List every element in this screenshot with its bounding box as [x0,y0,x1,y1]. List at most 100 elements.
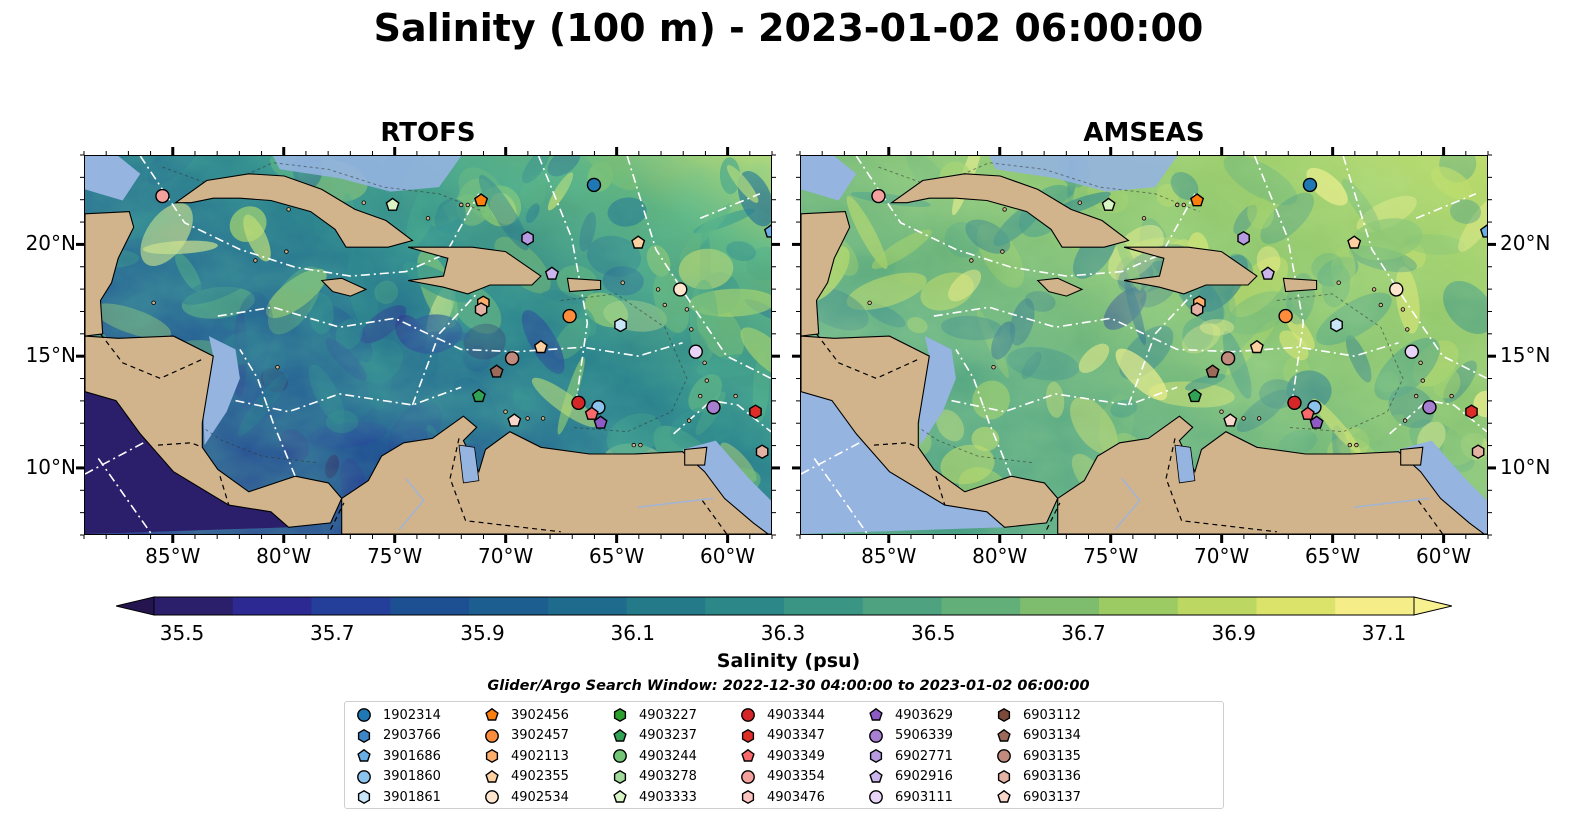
river [1114,477,1141,531]
colorbar-tick-label: 36.9 [1211,621,1257,645]
colorbar-tick-label: 36.5 [910,621,956,645]
legend-item: 6903112 [995,705,1081,725]
island [1420,378,1425,383]
island [689,327,694,332]
legend-label: 4903333 [639,789,697,805]
lon-tick-label: 75°W [1083,544,1139,568]
legend-item: 6903136 [995,767,1081,787]
landmass-central-america [801,335,1059,528]
island [1405,327,1410,332]
legend-item: 4903333 [611,787,697,807]
float-marker-4902534 [1389,282,1404,297]
legend-label: 5906339 [895,728,953,744]
float-marker-5906339 [706,400,721,415]
legend-label: 6902916 [895,769,953,785]
legend-marker-hexagon-icon [485,749,499,764]
legend-label: 6903111 [895,789,953,805]
float-marker-4902355 [1249,339,1264,354]
pacific-region [85,391,289,534]
legend-label: 4902113 [511,748,569,764]
float-marker-6903111 [688,344,703,359]
legend-marker-hexagon-icon [997,769,1011,784]
map-panel-amseas [800,155,1488,535]
island [1175,202,1180,208]
legend-item: 5906339 [867,726,953,746]
colorbar-tick-label: 35.9 [460,621,505,645]
legend-item: 4902113 [483,746,569,766]
island [425,216,431,221]
legend-marker-hexagon-icon [869,749,883,764]
float-marker-3902456 [1190,193,1205,207]
legend-marker-shape [357,708,371,722]
legend-marker-pentagon-icon [613,790,627,804]
colorbar-segment [232,597,312,615]
island [503,409,508,414]
legend-marker-pentagon-icon [485,769,499,783]
island [1336,280,1341,285]
colorbar-segment [154,597,234,615]
legend-marker-shape [741,790,755,805]
landmass-jamaica [1036,277,1084,297]
eez-boundary-line [1127,293,1194,406]
eez-boundary-line [97,457,153,534]
island [1371,287,1377,292]
float-marker-6903111 [1404,344,1419,359]
eez-boundary-line [1342,156,1487,380]
legend-marker-shape [485,749,499,764]
island [465,202,470,208]
legend-label: 3901861 [383,789,441,805]
eez-boundary-line [699,193,761,220]
country-border [330,502,345,530]
legend-marker-shape [485,790,499,805]
legend-item: 6902771 [867,746,953,766]
legend-marker-circle-icon [741,708,755,722]
float-marker-3902457 [562,308,577,324]
legend-marker-shape [997,728,1011,742]
float-marker-4903347 [1465,404,1478,420]
float-marker-4903629 [593,415,608,429]
lon-tick-label: 60°W [1415,544,1472,568]
legend-marker-shape [869,728,883,743]
island [525,416,530,421]
search-window-text: Glider/Argo Search Window: 2022-12-30 04… [487,678,1090,694]
colorbar-extend-high [1413,596,1452,616]
float-marker-4903354 [871,188,886,204]
legend-label: 4903237 [639,728,697,744]
bathymetry-contour [162,162,484,213]
legend-label: 3902457 [511,728,569,744]
eez-boundary-line [933,306,1399,357]
eez-boundary-line [1415,193,1477,220]
colorbar-segment [862,597,942,615]
colorbar-segment [390,597,470,615]
legend-item: 4903237 [611,726,697,746]
legend-label: 4903476 [767,789,825,805]
legend-marker-hexagon-icon [357,728,371,743]
country-border [157,442,203,448]
landmass-puerto-rico [1282,277,1318,293]
legend-label: 3901860 [383,769,441,785]
landmass-central-america [85,335,343,528]
island [253,258,258,263]
river [1354,497,1430,509]
legend-marker-shape [997,769,1011,784]
float-marker-6902771 [1237,230,1250,246]
legend-marker-shape [357,769,371,784]
legend-marker-circle-icon [613,749,627,764]
legend-item: 3901861 [355,787,441,807]
bathymetry-contour [911,422,1034,464]
eez-boundary-line [813,457,869,534]
legend-marker-pentagon-icon [869,769,883,783]
float-marker-4903354 [155,188,170,204]
legend-label: 2903766 [383,728,441,744]
legend-marker-pentagon-icon [485,707,499,721]
legend-item: 6903135 [995,746,1081,766]
colorbar-segment [784,597,864,615]
legend-marker-shape [357,728,371,743]
island [1402,418,1408,423]
map-canvas-amseas [801,156,1487,534]
legend-marker-shape [741,749,755,762]
landmass-yucatan [85,211,135,337]
map-panel-rtofs [84,155,772,535]
legend-marker-circle-icon [869,790,883,805]
eez-boundary-line [139,156,480,277]
